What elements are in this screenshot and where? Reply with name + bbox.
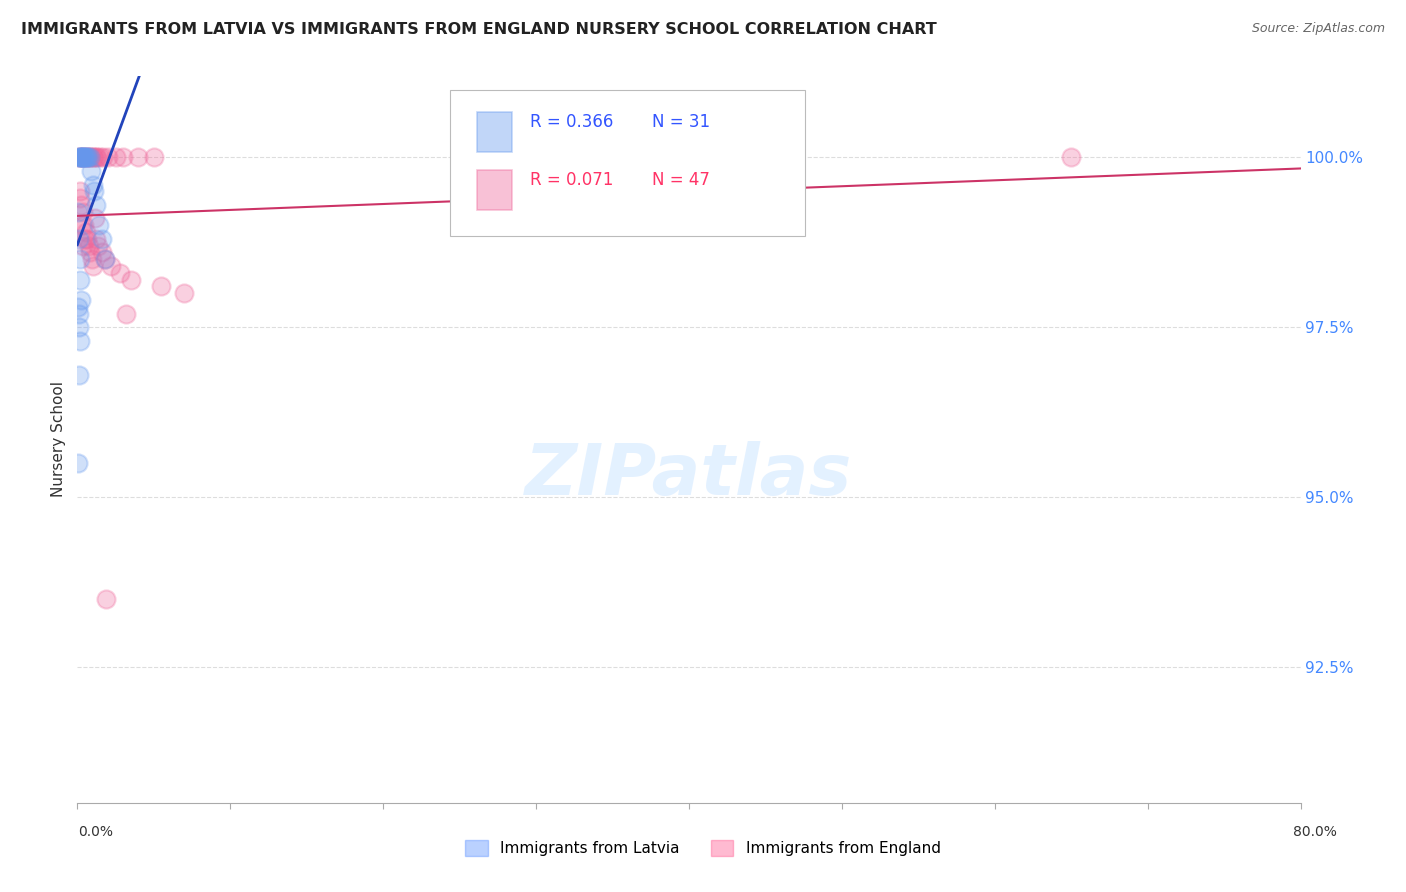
Point <box>84 150 107 164</box>
Point <box>83 184 105 198</box>
Point <box>79 150 101 164</box>
Point <box>115 307 138 321</box>
Point <box>69 273 91 287</box>
Y-axis label: Nursery School: Nursery School <box>51 381 66 498</box>
Point <box>80 150 103 164</box>
Point <box>127 150 149 164</box>
Bar <box>477 112 512 153</box>
Point <box>82 259 104 273</box>
Point <box>73 150 96 164</box>
Point <box>86 232 108 246</box>
Point <box>67 456 90 470</box>
Text: 80.0%: 80.0% <box>1292 825 1337 839</box>
Point <box>97 150 120 164</box>
Point <box>73 232 96 246</box>
Point <box>67 150 90 164</box>
Point <box>70 150 93 164</box>
Point <box>69 252 91 267</box>
Point <box>80 164 103 178</box>
Point <box>150 279 173 293</box>
Point <box>83 150 105 164</box>
Point <box>75 225 97 239</box>
Point <box>69 150 91 164</box>
Legend: Immigrants from Latvia, Immigrants from England: Immigrants from Latvia, Immigrants from … <box>460 834 946 862</box>
Point <box>70 219 93 233</box>
Point <box>112 150 135 164</box>
Point <box>120 273 142 287</box>
Point <box>76 150 98 164</box>
Text: N = 31: N = 31 <box>652 112 710 130</box>
Point <box>72 150 94 164</box>
Point <box>77 150 100 164</box>
Point <box>100 259 122 273</box>
Point <box>75 150 97 164</box>
Point <box>104 150 127 164</box>
Point <box>79 150 101 164</box>
Text: R = 0.366: R = 0.366 <box>530 112 613 130</box>
Point <box>69 150 91 164</box>
Point <box>72 238 94 252</box>
Point <box>69 191 91 205</box>
Point <box>87 219 110 233</box>
Point <box>73 150 96 164</box>
Point <box>70 293 93 307</box>
Point <box>67 307 90 321</box>
Point <box>89 150 111 164</box>
Point <box>77 238 100 252</box>
Point <box>94 252 117 267</box>
Point <box>87 238 110 252</box>
Point <box>96 591 118 606</box>
Point <box>84 198 107 212</box>
Point <box>67 232 90 246</box>
Point <box>142 150 165 164</box>
Point <box>91 150 114 164</box>
Point <box>77 150 100 164</box>
Point <box>67 150 90 164</box>
Point <box>108 266 131 280</box>
Point <box>67 368 90 382</box>
Point <box>67 320 90 334</box>
Point <box>82 178 104 192</box>
Point <box>76 150 98 164</box>
Point <box>67 300 90 314</box>
Point <box>1060 150 1083 164</box>
FancyBboxPatch shape <box>450 90 806 235</box>
Text: IMMIGRANTS FROM LATVIA VS IMMIGRANTS FROM ENGLAND NURSERY SCHOOL CORRELATION CHA: IMMIGRANTS FROM LATVIA VS IMMIGRANTS FRO… <box>21 22 936 37</box>
Point <box>72 150 94 164</box>
Point <box>70 150 93 164</box>
Point <box>84 211 107 226</box>
Point <box>72 204 94 219</box>
Point <box>69 334 91 348</box>
Point <box>80 252 103 267</box>
Text: ZIPatlas: ZIPatlas <box>526 442 852 510</box>
Point <box>90 245 112 260</box>
Bar <box>477 170 512 211</box>
Point <box>86 150 108 164</box>
Point <box>69 184 91 198</box>
Point <box>70 150 93 164</box>
Text: Source: ZipAtlas.com: Source: ZipAtlas.com <box>1251 22 1385 36</box>
Point <box>76 232 98 246</box>
Point <box>72 150 94 164</box>
Point <box>94 252 117 267</box>
Point <box>73 150 96 164</box>
Point <box>67 204 90 219</box>
Text: 0.0%: 0.0% <box>79 825 112 839</box>
Point <box>90 232 112 246</box>
Point <box>82 150 104 164</box>
Point <box>173 286 195 301</box>
Point <box>70 198 93 212</box>
Point <box>79 245 101 260</box>
Point <box>73 219 96 233</box>
Point <box>69 150 91 164</box>
Text: N = 47: N = 47 <box>652 170 710 189</box>
Text: R = 0.071: R = 0.071 <box>530 170 613 189</box>
